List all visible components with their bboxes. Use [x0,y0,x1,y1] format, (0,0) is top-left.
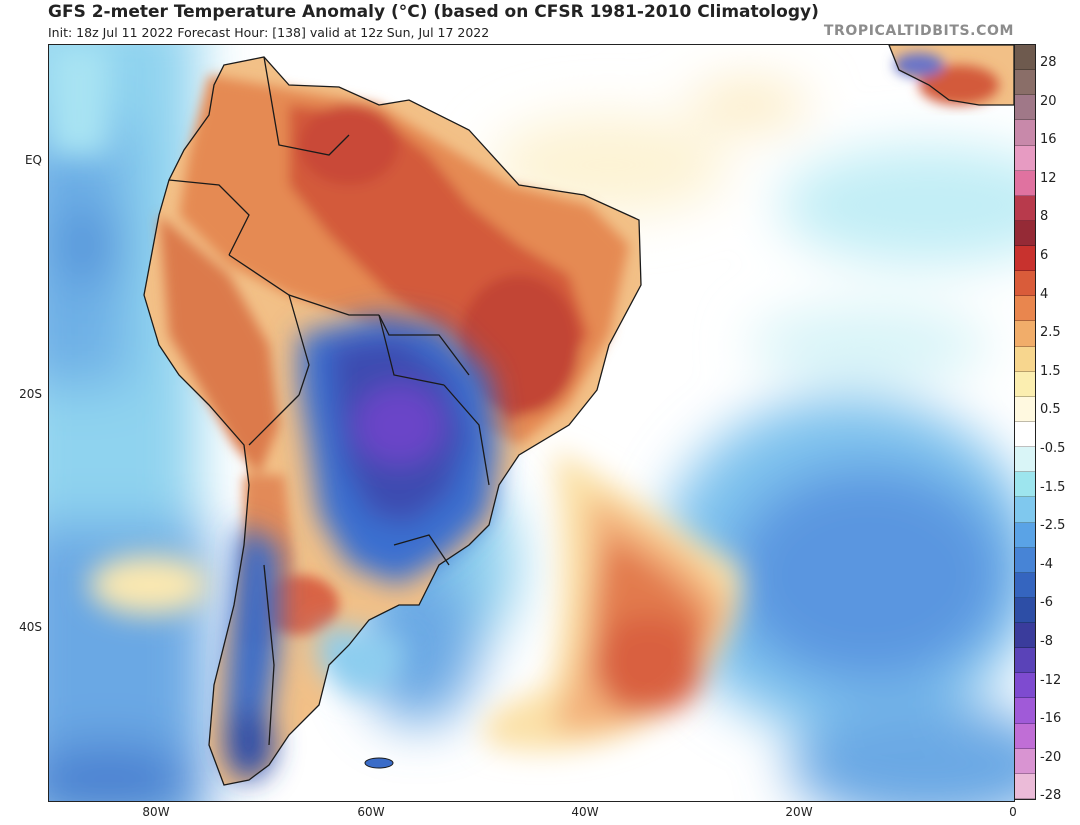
lat-label-eq: EQ [24,153,42,167]
colorbar-tick-label: 20 [1040,93,1057,109]
colorbar-segment [1015,296,1035,322]
colorbar-segment [1015,120,1035,146]
falkland-islands [364,757,394,769]
colorbar-tick-label: -4 [1040,556,1053,572]
colorbar-segment [1015,170,1035,196]
colorbar-segment [1015,572,1035,598]
south-america-land [143,56,642,786]
colorbar-segment [1015,246,1035,272]
colorbar-tick-label: 2.5 [1040,325,1061,341]
lon-label-20w: 20W [785,805,813,819]
colorbar-segment [1015,648,1035,674]
colorbar-segment [1015,70,1035,96]
colorbar-segment [1015,396,1035,422]
colorbar-segment [1015,698,1035,724]
colorbar-tick-label: 8 [1040,209,1049,225]
colorbar-tick-label: -2.5 [1040,518,1066,534]
lat-label-40s: 40S [19,620,42,634]
colorbar-segment [1015,748,1035,774]
colorbar-segment [1015,497,1035,523]
lon-label-0: 0 [1009,805,1017,819]
anomaly-map[interactable] [48,44,1015,802]
colorbar-segment [1015,547,1035,573]
lon-label-80w: 80W [142,805,170,819]
colorbar-tick-label: -8 [1040,634,1053,649]
country-borders [143,56,642,786]
map-subtitle: Init: 18z Jul 11 2022 Forecast Hour: [13… [48,25,490,40]
colorbar-segment [1015,673,1035,699]
colorbar-segment [1015,522,1035,548]
warm-plume [483,450,742,752]
colorbar-segment [1015,447,1035,473]
lon-label-40w: 40W [571,805,599,819]
colorbar-tick-label: 4 [1040,286,1049,302]
colorbar-tick-label: 6 [1040,248,1049,263]
colorbar-segment [1015,422,1035,448]
colorbar-tick-label: -20 [1040,749,1062,765]
colorbar-tick-label: 28 [1040,55,1057,70]
colorbar-segment [1015,371,1035,397]
colorbar-segment [1015,472,1035,498]
colorbar-segment [1015,271,1035,297]
colorbar-segment [1015,623,1035,649]
lon-label-60w: 60W [357,805,385,819]
lat-label-20s: 20S [19,387,42,401]
map-title: GFS 2-meter Temperature Anomaly (°C) (ba… [48,2,819,22]
colorbar-tick-label: 1.5 [1040,363,1061,379]
colorbar-tick-label: -1.5 [1040,479,1066,495]
colorbar-segment [1015,195,1035,221]
colorbar-segment [1015,45,1035,71]
colorbar-tick-label: -16 [1040,711,1062,727]
colorbar-segment [1015,145,1035,171]
colorbar-tick-label: -6 [1040,595,1053,611]
colorbar-tick-label: -28 [1040,788,1062,804]
africa-land [888,45,1014,106]
colorbar-tick-label: -12 [1040,672,1062,688]
colorbar-tick-label: -0.5 [1040,441,1066,456]
colorbar-tick-label: 16 [1040,132,1057,148]
colorbar-segment [1015,346,1035,372]
brand-watermark: TROPICALTIDBITS.COM [823,23,1014,39]
colorbar-tick-label: 12 [1040,170,1057,186]
colorbar-tick-label: 0.5 [1040,402,1061,418]
colorbar [1014,44,1036,800]
colorbar-segment [1015,220,1035,247]
colorbar-segment [1015,95,1035,121]
colorbar-segment [1015,597,1035,624]
colorbar-segment [1015,321,1035,347]
anomaly-map-canvas [49,45,1014,801]
colorbar-segment [1015,723,1035,749]
colorbar-segment [1015,773,1035,799]
